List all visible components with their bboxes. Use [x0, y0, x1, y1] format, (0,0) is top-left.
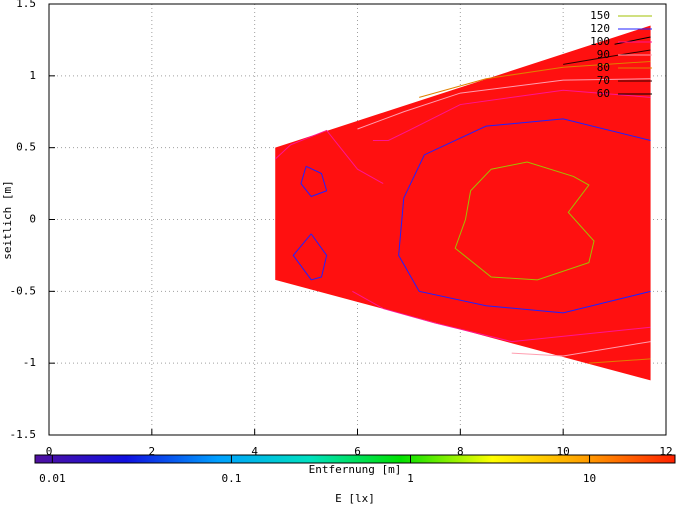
contour-line	[614, 36, 651, 45]
x-tick-label: 0	[46, 445, 53, 458]
colorbar-tick-label: 0.1	[221, 472, 241, 485]
colorbar-label: E [lx]	[335, 492, 375, 505]
legend-label: 80	[597, 61, 610, 74]
x-tick-label: 8	[457, 445, 464, 458]
y-tick-label: 1	[29, 69, 36, 82]
legend-label: 90	[597, 48, 610, 61]
legend-label: 150	[590, 9, 610, 22]
illuminated-region	[275, 25, 651, 381]
contour-line	[454, 161, 595, 281]
y-axis-label: seitlich [m]	[1, 180, 14, 259]
contour-line	[357, 78, 651, 357]
colorbar-tick-label: 1	[407, 472, 414, 485]
y-tick-label: 1.5	[16, 0, 36, 10]
contour-line	[563, 49, 651, 65]
y-tick-label: -0.5	[10, 284, 37, 297]
x-tick-label: 4	[251, 445, 258, 458]
contour-line	[274, 89, 651, 343]
colorbar-tick-label: 10	[583, 472, 596, 485]
legend-label: 120	[590, 22, 610, 35]
contour-line	[419, 60, 651, 364]
legend-label: 60	[597, 87, 610, 100]
y-tick-label: -1.5	[10, 428, 37, 441]
x-tick-label: 6	[354, 445, 361, 458]
colorbar	[34, 454, 676, 464]
contour-line	[292, 118, 651, 314]
x-tick-label: 2	[149, 445, 156, 458]
legend-label: 100	[590, 35, 610, 48]
y-tick-label: 0.5	[16, 141, 36, 154]
y-tick-label: 0	[29, 213, 36, 226]
x-axis-label: Entfernung [m]	[309, 463, 402, 476]
y-tick-label: -1	[23, 356, 36, 369]
plot-frame	[48, 3, 667, 436]
colorbar-tick-label: 0.01	[39, 472, 66, 485]
legend-label: 70	[597, 74, 610, 87]
